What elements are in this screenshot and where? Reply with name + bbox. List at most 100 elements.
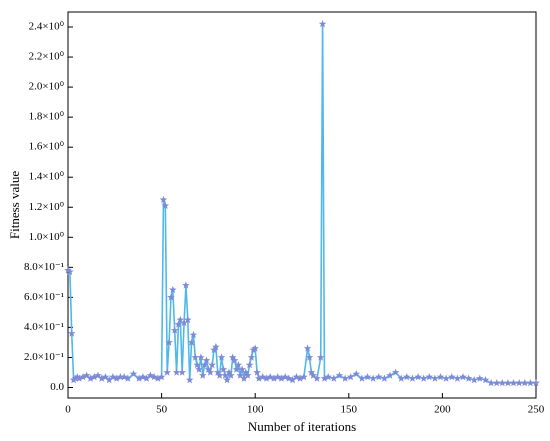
- y-tick-label: 2.0×10⁰: [29, 81, 65, 93]
- marker: [228, 353, 237, 361]
- y-tick-label: 2.4×10⁰: [29, 21, 65, 33]
- x-tick-label: 100: [247, 404, 264, 416]
- marker: [195, 365, 203, 373]
- marker: [335, 371, 344, 379]
- marker: [167, 293, 175, 301]
- marker: [165, 338, 173, 346]
- marker: [464, 374, 473, 382]
- marker: [71, 374, 80, 382]
- marker: [273, 373, 282, 381]
- y-tick-label: 1.8×10⁰: [29, 111, 65, 123]
- marker: [249, 345, 258, 354]
- marker: [436, 373, 445, 381]
- marker: [470, 376, 478, 384]
- series-line: [67, 24, 536, 384]
- marker: [448, 373, 456, 381]
- marker: [232, 365, 241, 373]
- marker: [169, 285, 177, 294]
- marker: [146, 371, 155, 379]
- marker: [75, 374, 83, 382]
- marker: [419, 374, 428, 382]
- x-tick-label: 0: [65, 404, 71, 416]
- y-tick-label: 1.6×10⁰: [29, 141, 65, 153]
- marker: [97, 374, 106, 382]
- marker: [270, 374, 278, 382]
- marker: [515, 379, 523, 387]
- y-tick-label: 4.0×10⁻¹: [24, 321, 64, 333]
- x-axis-label: Number of iterations: [248, 419, 356, 434]
- marker: [163, 368, 171, 376]
- marker: [182, 281, 190, 289]
- marker: [79, 373, 87, 381]
- marker: [204, 365, 213, 373]
- y-tick-label: 2.0×10⁻¹: [24, 351, 64, 363]
- plot-frame: [67, 11, 537, 399]
- marker: [247, 353, 256, 361]
- marker: [414, 373, 422, 381]
- marker: [208, 361, 216, 369]
- marker: [215, 371, 224, 379]
- marker: [369, 374, 377, 382]
- marker: [202, 356, 211, 364]
- marker: [316, 353, 325, 361]
- marker: [313, 374, 321, 382]
- marker: [120, 373, 128, 381]
- marker: [374, 373, 383, 381]
- marker: [193, 361, 201, 369]
- marker: [251, 344, 259, 352]
- y-tick-label: 0.0: [50, 381, 64, 393]
- marker: [69, 376, 78, 384]
- marker: [82, 371, 91, 379]
- x-tick-label: 250: [528, 404, 545, 416]
- marker: [277, 374, 286, 382]
- marker: [453, 374, 462, 382]
- marker: [212, 342, 220, 351]
- marker: [521, 379, 529, 387]
- marker: [391, 368, 400, 376]
- marker: [197, 353, 205, 361]
- marker: [526, 379, 535, 387]
- x-tick-label: 50: [156, 404, 168, 416]
- marker: [221, 371, 230, 379]
- marker: [219, 365, 228, 373]
- marker: [324, 373, 332, 381]
- marker: [253, 368, 261, 376]
- marker: [363, 373, 372, 381]
- marker: [386, 371, 394, 379]
- marker: [67, 329, 76, 337]
- marker: [230, 356, 239, 364]
- marker: [139, 373, 147, 381]
- marker: [225, 368, 233, 376]
- y-tick-label: 2.2×10⁰: [29, 51, 65, 63]
- y-tick-label: 1.2×10⁰: [29, 201, 65, 213]
- marker: [200, 361, 209, 369]
- marker: [206, 368, 215, 376]
- marker: [105, 376, 113, 384]
- marker: [346, 373, 355, 381]
- marker: [320, 374, 329, 382]
- marker: [442, 374, 450, 382]
- marker: [243, 371, 252, 379]
- marker: [178, 368, 186, 376]
- marker: [66, 267, 74, 276]
- marker: [238, 365, 246, 373]
- marker: [330, 374, 338, 382]
- y-tick-label: 1.4×10⁰: [29, 171, 65, 183]
- marker: [403, 373, 411, 381]
- marker: [481, 376, 490, 384]
- marker: [397, 374, 405, 382]
- x-tick-label: 200: [434, 404, 451, 416]
- marker: [129, 370, 138, 378]
- marker: [191, 353, 200, 361]
- marker: [90, 373, 98, 381]
- y-tick-label: 1.0×10⁰: [29, 231, 65, 243]
- marker: [236, 371, 244, 379]
- marker: [341, 374, 349, 382]
- marker: [170, 326, 179, 334]
- marker: [285, 374, 293, 382]
- marker: [124, 374, 132, 382]
- marker: [245, 361, 254, 369]
- marker: [408, 374, 417, 382]
- marker: [214, 368, 222, 376]
